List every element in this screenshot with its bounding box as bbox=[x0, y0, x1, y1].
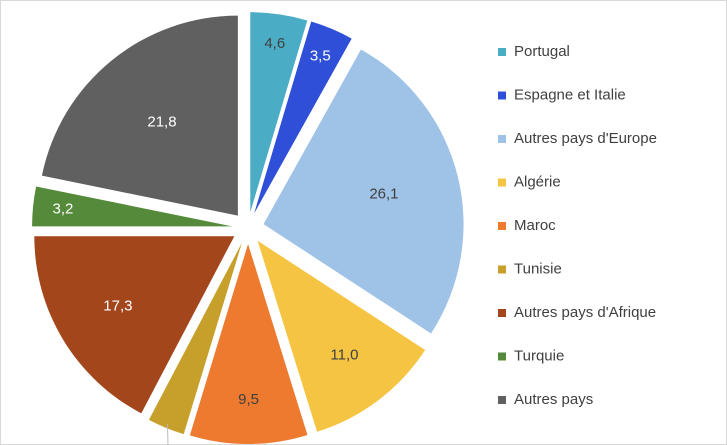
pie-slice bbox=[254, 21, 352, 214]
leader-line bbox=[166, 424, 169, 445]
data-label: 3,2 bbox=[53, 200, 74, 217]
data-label: 17,3 bbox=[103, 298, 132, 315]
pie-slice bbox=[34, 236, 235, 414]
data-label: 26,1 bbox=[369, 185, 398, 202]
legend-swatch bbox=[498, 48, 506, 56]
legend-label: Algérie bbox=[514, 173, 561, 190]
legend-label: Espagne et Italie bbox=[514, 86, 626, 103]
pie-slice bbox=[250, 12, 308, 213]
legend-swatch bbox=[498, 178, 506, 187]
legend-label: Autres pays d'Europe bbox=[514, 130, 657, 147]
legend-swatch bbox=[498, 222, 506, 230]
legend-label: Turquie bbox=[514, 347, 564, 364]
data-label: 3,0 bbox=[135, 443, 156, 445]
data-label: 9,5 bbox=[238, 391, 259, 408]
data-label: 11,0 bbox=[330, 347, 358, 364]
pie-slice bbox=[32, 186, 233, 227]
legend-swatch bbox=[498, 135, 506, 143]
legend-swatch bbox=[498, 309, 506, 317]
legend-label: Autres pays bbox=[514, 391, 593, 408]
legend-label: Tunisie bbox=[514, 260, 562, 277]
pie-slice bbox=[148, 242, 242, 435]
legend-label: Portugal bbox=[514, 43, 570, 60]
legend-swatch bbox=[498, 265, 506, 274]
legend-label: Maroc bbox=[514, 217, 556, 234]
data-label: 21,8 bbox=[147, 114, 176, 131]
legend-swatch bbox=[498, 352, 506, 361]
pie-slice bbox=[263, 49, 464, 334]
pie-slice bbox=[41, 15, 238, 216]
data-label: 4,6 bbox=[264, 35, 285, 52]
legend-swatch bbox=[498, 396, 506, 404]
data-label: 3,5 bbox=[310, 48, 331, 65]
legend-swatch bbox=[498, 91, 506, 100]
pie-slice bbox=[257, 240, 426, 432]
pie-slice bbox=[189, 243, 308, 444]
legend-label: Autres pays d'Afrique bbox=[514, 304, 656, 321]
